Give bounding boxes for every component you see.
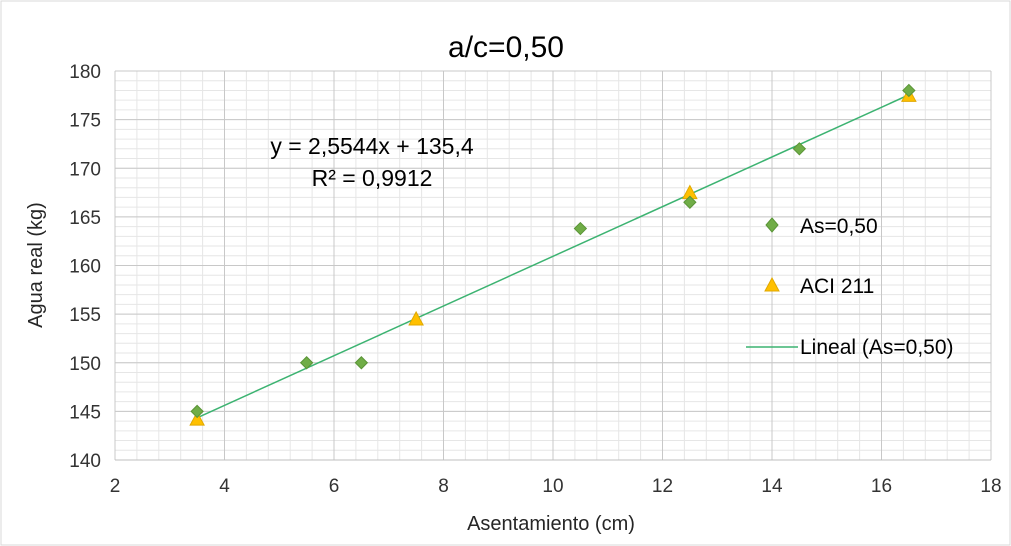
legend-item-aci211: ACI 211: [764, 275, 874, 298]
data-point-as050: [902, 83, 916, 98]
legend-item-trendline: Lineal (As=0,50): [746, 336, 954, 359]
x-tick-label: 4: [219, 476, 230, 497]
legend: As=0,50 ACI 211 Lineal (As=0,50): [746, 215, 954, 359]
trendline-r2: R² = 0,9912: [312, 165, 433, 191]
x-tick-label: 12: [652, 476, 673, 497]
x-tick-label: 10: [542, 476, 563, 497]
x-tick-label: 6: [329, 476, 340, 497]
x-axis-title: Asentamiento (cm): [467, 513, 635, 535]
x-tick-label: 18: [980, 476, 1001, 497]
data-point-as050: [190, 404, 204, 419]
trendline-layer: [196, 94, 910, 419]
data-point-as050: [354, 356, 369, 370]
major-grid: [114, 70, 992, 461]
y-tick-label: 155: [69, 305, 101, 326]
x-tick-label: 8: [438, 476, 449, 497]
y-tick-label: 140: [69, 451, 101, 472]
legend-item-as050: As=0,50: [765, 215, 878, 238]
trendline: [196, 94, 910, 419]
x-tick-label: 16: [871, 476, 892, 497]
points-layer: [189, 83, 917, 426]
y-tick-label: 150: [69, 354, 101, 375]
y-tick-label: 175: [69, 111, 101, 132]
legend-label-trendline: Lineal (As=0,50): [800, 336, 954, 359]
y-tick-label: 145: [69, 402, 101, 423]
legend-label-as050: As=0,50: [800, 215, 878, 238]
data-point-aci211: [408, 310, 424, 326]
x-tick-label: 14: [761, 476, 783, 497]
legend-label-aci211: ACI 211: [800, 275, 874, 298]
data-point-as050: [573, 221, 588, 236]
legend-diamond-marker: [765, 217, 779, 233]
y-axis-title: Agua real (kg): [25, 202, 47, 328]
trendline-equation: y = 2,5544x + 135,4: [270, 133, 474, 159]
data-point-as050: [683, 195, 697, 209]
y-tick-label: 170: [69, 159, 101, 180]
x-tick-label: 2: [110, 476, 121, 497]
data-point-as050: [792, 142, 807, 156]
y-tick-label: 165: [69, 208, 101, 229]
tick-labels: 2 4 6 8 10 12 14 16 18 140 145 150 155 160 165 170 175 18…: [69, 62, 1001, 497]
chart-title: a/c=0,50: [448, 31, 564, 64]
data-point-aci211: [189, 411, 205, 426]
y-tick-label: 160: [69, 257, 101, 278]
legend-triangle-marker: [764, 276, 780, 292]
data-point-as050: [299, 356, 314, 370]
y-tick-label: 180: [69, 62, 101, 83]
